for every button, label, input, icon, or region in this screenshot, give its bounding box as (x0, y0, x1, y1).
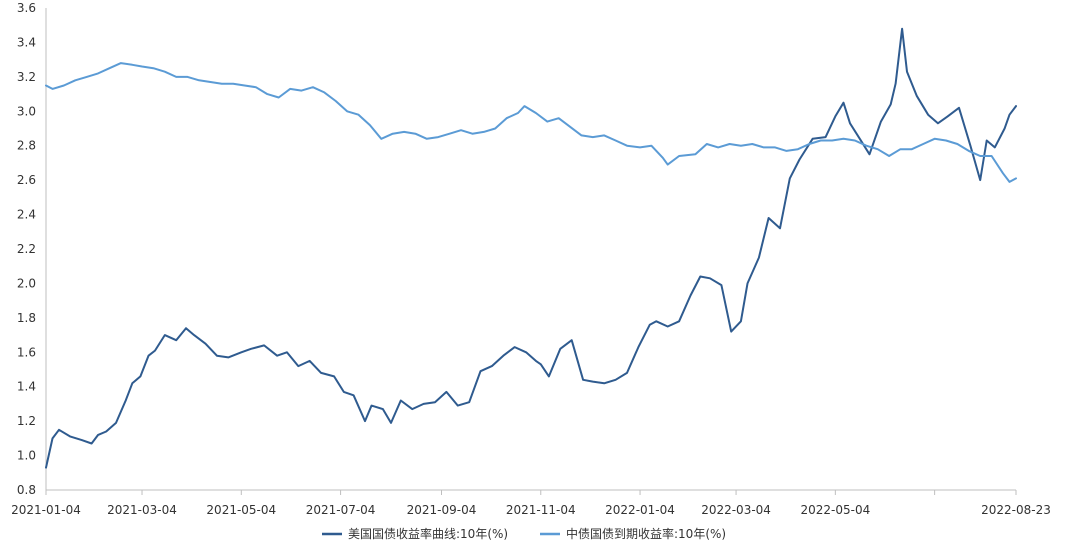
y-tick-label: 3.2 (17, 70, 36, 84)
y-tick-label: 2.4 (17, 208, 36, 222)
y-tick-label: 2.0 (17, 276, 36, 290)
x-tick-label: 2021-05-04 (206, 503, 276, 517)
y-tick-label: 0.8 (17, 483, 36, 497)
series-layer (45, 27, 1017, 469)
series-line-2 (45, 62, 1017, 183)
y-tick-label: 2.6 (17, 173, 36, 187)
y-tick-label: 1.2 (17, 414, 36, 428)
x-tick-label: 2021-09-04 (407, 503, 477, 517)
y-tick-label: 2.8 (17, 139, 36, 153)
x-axis: 2021-01-04 2021-03-04 2021-05-04 2021-07-04… (11, 489, 1051, 517)
series-line-1 (45, 27, 1017, 469)
x-tick-label: 2022-01-04 (605, 503, 675, 517)
y-tick-label: 2.2 (17, 242, 36, 256)
x-tick-label: 2022-08-23 (981, 503, 1051, 517)
x-tick-label: 2021-11-04 (506, 503, 576, 517)
legend-label: 中债国债到期收益率:10年(%) (566, 526, 726, 541)
legend: 美国国债收益率曲线:10年(%) 中债国债到期收益率:10年(%) (322, 526, 726, 541)
y-axis: 0.8 1.0 1.2 1.4 1.6 1.8 2.0 2.2 2.4 2.6 2.8 3.0 3.2 3… (17, 1, 47, 497)
y-tick-label: 1.8 (17, 311, 36, 325)
y-tick-label: 1.6 (17, 345, 36, 359)
x-tick-label: 2022-05-04 (800, 503, 870, 517)
y-tick-label: 1.0 (17, 449, 36, 463)
y-tick-label: 1.4 (17, 380, 36, 394)
y-tick-label: 3.6 (17, 1, 36, 15)
y-tick-label: 3.4 (17, 35, 36, 49)
x-tick-label: 2021-01-04 (11, 503, 81, 517)
y-tick-label: 3.0 (17, 104, 36, 118)
x-tick-label: 2021-07-04 (306, 503, 376, 517)
x-tick-label: 2021-03-04 (107, 503, 177, 517)
x-tick-label: 2022-03-04 (701, 503, 771, 517)
legend-label: 美国国债收益率曲线:10年(%) (348, 526, 508, 541)
